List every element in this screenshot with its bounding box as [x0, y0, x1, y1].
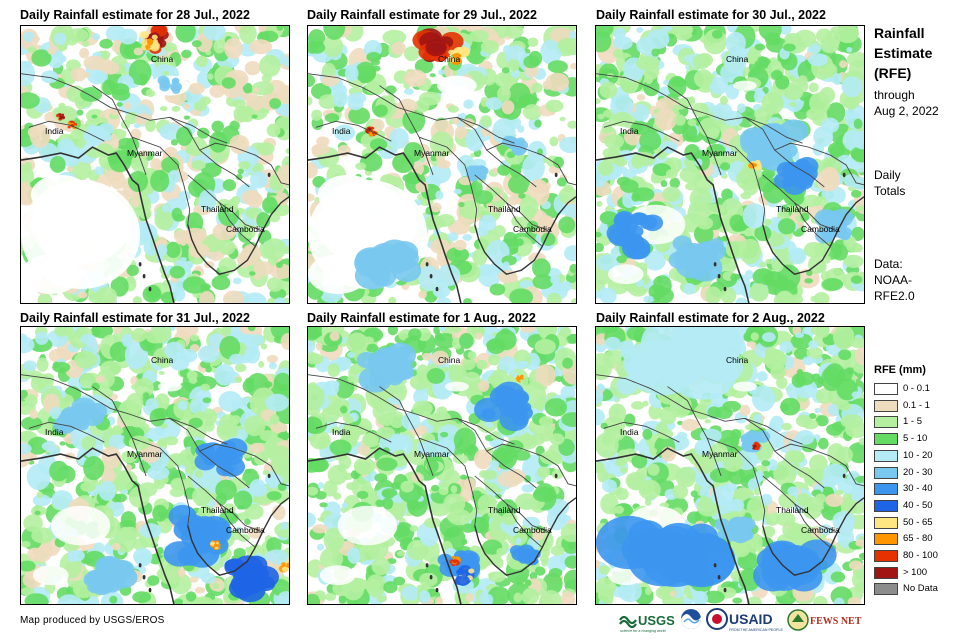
through-label: through	[874, 88, 915, 102]
usgs-logo-text: USGS	[638, 613, 675, 628]
rfe-title-line-1: Rainfall	[874, 25, 925, 41]
legend-swatch	[874, 583, 898, 596]
country-label-myanmar: Myanmar	[702, 449, 738, 459]
fews-net-logo: FEWS NET	[787, 609, 862, 631]
country-label-india: India	[45, 427, 64, 437]
country-label-india: India	[620, 427, 639, 437]
credit-text: Map produced by USGS/EROS	[20, 615, 165, 626]
country-label-cambodia: Cambodia	[801, 525, 840, 535]
legend-label: 50 - 65	[903, 516, 933, 528]
country-label-india: India	[332, 126, 351, 136]
legend-label: 5 - 10	[903, 433, 928, 445]
usaid-tagline: FROM THE AMERICAN PEOPLE	[729, 628, 783, 632]
rainfall-map-2-aug: China India Myanmar Thailand Cambodia	[595, 326, 865, 605]
country-label-myanmar: Myanmar	[127, 148, 163, 158]
country-label-china: China	[438, 355, 461, 365]
country-label-china: China	[151, 54, 174, 64]
usgs-logo: USGS science for a changing world	[619, 613, 675, 633]
legend-title: RFE (mm)	[874, 364, 926, 376]
rainfall-map-1-aug: China India Myanmar Thailand Cambodia	[307, 326, 577, 605]
rainfall-field	[596, 26, 864, 303]
legend-swatch	[874, 499, 898, 512]
data-label: Data:	[874, 257, 903, 271]
country-label-india: India	[45, 126, 64, 136]
legend-swatch	[874, 566, 898, 579]
panel-title-30-jul: Daily Rainfall estimate for 30 Jul., 202…	[596, 8, 826, 22]
legend-swatch	[874, 483, 898, 496]
legend-label: No Data	[903, 583, 938, 595]
fews-net-logo-text: FEWS NET	[810, 616, 862, 627]
country-label-thailand: Thailand	[776, 505, 809, 515]
country-label-thailand: Thailand	[201, 505, 234, 515]
rainfall-field	[308, 26, 576, 303]
legend-swatch	[874, 433, 898, 446]
legend-label: 80 - 100	[903, 550, 938, 561]
country-label-thailand: Thailand	[488, 505, 521, 515]
legend-label: 0 - 0.1	[903, 383, 930, 394]
rainfall-field	[21, 26, 289, 303]
legend-swatch	[874, 466, 898, 479]
country-label-thailand: Thailand	[488, 204, 521, 214]
country-label-myanmar: Myanmar	[702, 148, 738, 158]
panel-title-29-jul: Daily Rainfall estimate for 29 Jul., 202…	[307, 8, 537, 22]
rainfall-map-29-jul: China India Myanmar Thailand Cambodia	[307, 25, 577, 304]
usgs-tagline: science for a changing world	[620, 629, 667, 633]
totals-label: Totals	[874, 184, 906, 198]
legend-swatch	[874, 449, 898, 462]
legend-swatch	[874, 516, 898, 529]
legend-swatch	[874, 399, 898, 412]
rainfall-map-30-jul: China India Myanmar Thailand Cambodia	[595, 25, 865, 304]
rainfall-field	[308, 327, 576, 604]
panel-title-1-aug: Daily Rainfall estimate for 1 Aug., 2022	[307, 311, 536, 325]
legend-swatch	[874, 550, 898, 562]
country-label-myanmar: Myanmar	[414, 449, 450, 459]
through-date: Aug 2, 2022	[874, 104, 939, 118]
usaid-logo-text: USAID	[729, 611, 773, 627]
panel-title-28-jul: Daily Rainfall estimate for 28 Jul., 202…	[20, 8, 250, 22]
country-label-thailand: Thailand	[776, 204, 809, 214]
country-label-thailand: Thailand	[201, 204, 234, 214]
country-label-cambodia: Cambodia	[513, 525, 552, 535]
daily-label: Daily	[874, 168, 901, 182]
panel-title-31-jul: Daily Rainfall estimate for 31 Jul., 202…	[20, 311, 250, 325]
rainfall-field	[596, 327, 864, 604]
legend-label: > 100	[903, 566, 928, 578]
legend-label: 0.1 - 1	[903, 399, 930, 411]
country-label-cambodia: Cambodia	[226, 224, 265, 234]
country-label-china: China	[438, 54, 461, 64]
country-label-cambodia: Cambodia	[513, 224, 552, 234]
legend-swatch	[874, 533, 898, 546]
country-label-myanmar: Myanmar	[414, 148, 450, 158]
legend-label: 20 - 30	[903, 466, 933, 478]
panel-title-2-aug: Daily Rainfall estimate for 2 Aug., 2022	[596, 311, 825, 325]
country-label-china: China	[151, 355, 174, 365]
country-label-india: India	[620, 126, 639, 136]
usaid-logo: USAID FROM THE AMERICAN PEOPLE	[706, 608, 783, 632]
country-label-myanmar: Myanmar	[127, 449, 163, 459]
rfe-title-line-3: (RFE)	[874, 65, 912, 81]
legend-label: 65 - 80	[903, 533, 933, 545]
country-label-china: China	[726, 355, 749, 365]
noaa-logo	[681, 609, 701, 629]
country-label-cambodia: Cambodia	[226, 525, 265, 535]
legend-swatch	[874, 383, 898, 395]
legend-label: 30 - 40	[903, 483, 933, 495]
legend-label: 1 - 5	[903, 416, 923, 428]
legend-label: 10 - 20	[903, 449, 933, 461]
rfe-title-line-2: Estimate	[874, 45, 933, 61]
country-label-india: India	[332, 427, 351, 437]
data-source-line-1: NOAA-	[874, 273, 913, 287]
rainfall-map-28-jul: China India Myanmar Thailand Cambodia	[20, 25, 290, 304]
data-source-line-2: RFE2.0	[874, 289, 915, 303]
country-label-china: China	[726, 54, 749, 64]
rainfall-field	[21, 327, 289, 604]
rfe-title: Rainfall Estimate (RFE)	[874, 23, 932, 83]
legend-label: 40 - 50	[903, 499, 933, 511]
country-label-cambodia: Cambodia	[801, 224, 840, 234]
rainfall-map-31-jul: China India Myanmar Thailand Cambodia	[20, 326, 290, 605]
legend-swatch	[874, 416, 898, 429]
